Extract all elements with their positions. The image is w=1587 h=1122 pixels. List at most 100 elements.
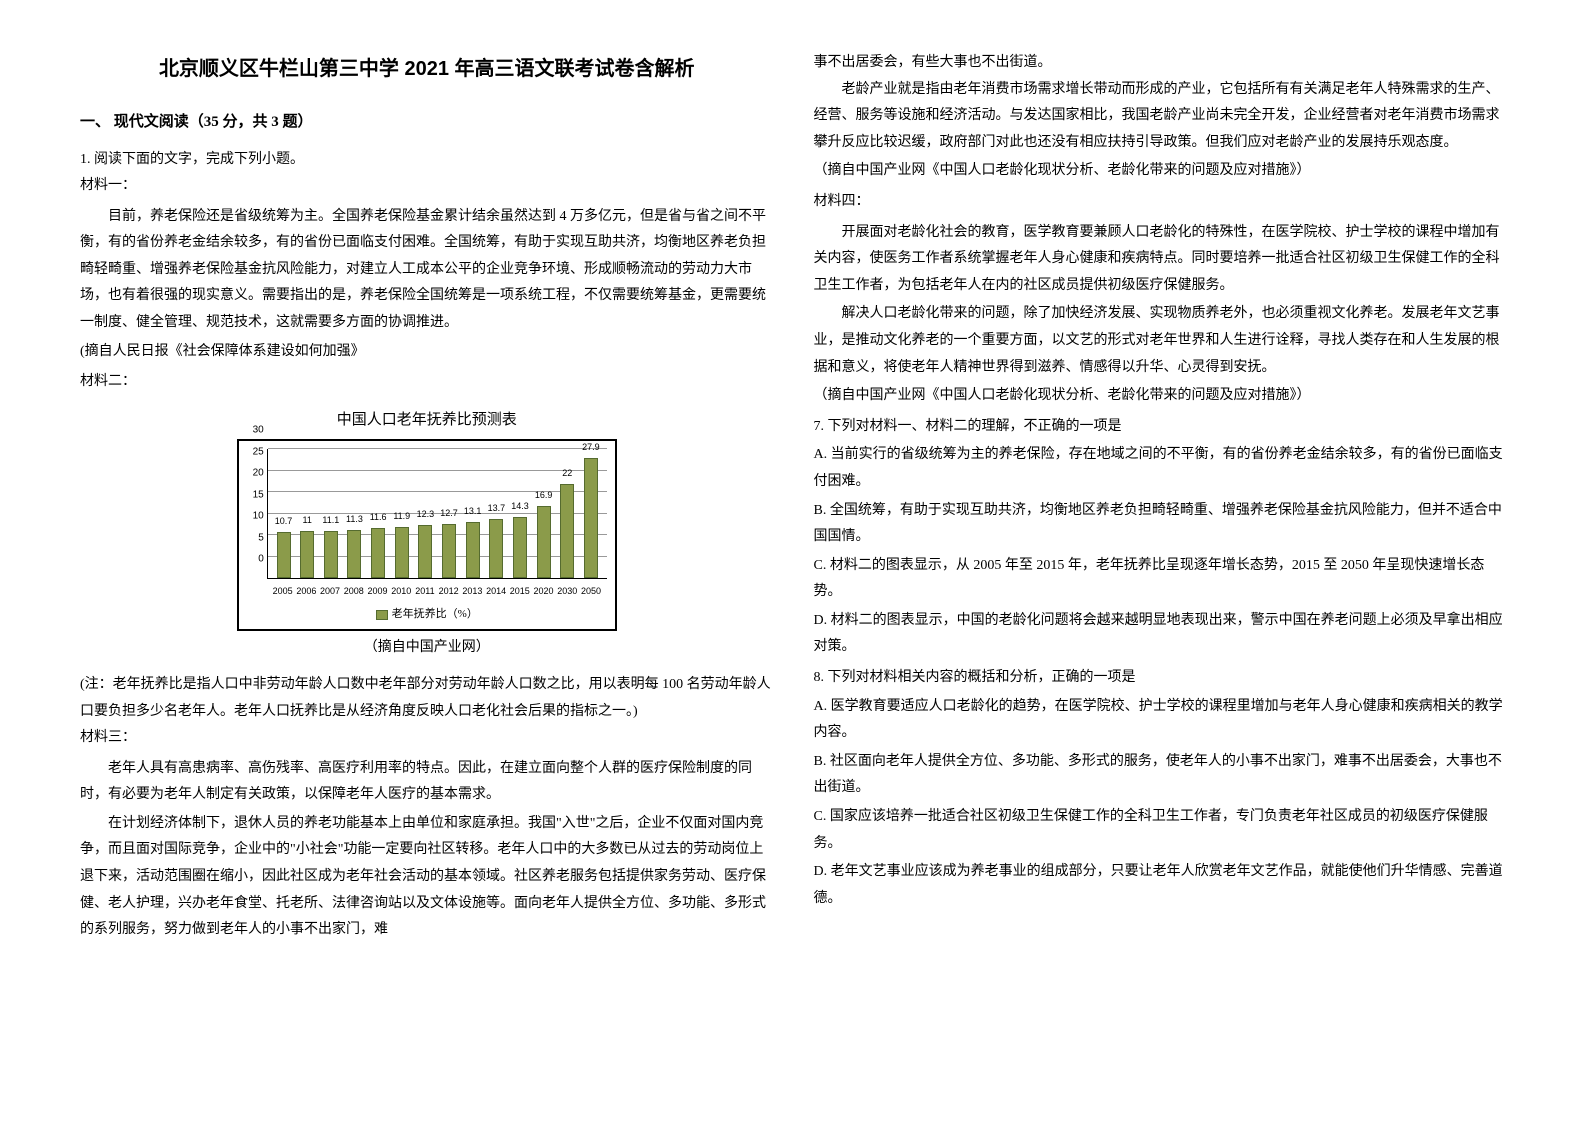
chart-plot-area: 051015202530 10.71111.111.311.611.912.31…: [267, 449, 607, 579]
document-title: 北京顺义区牛栏山第三中学 2021 年高三语文联考试卷含解析: [80, 50, 774, 88]
bar: [395, 527, 409, 578]
x-tick: 2030: [555, 583, 579, 600]
bar: [418, 525, 432, 578]
left-column: 北京顺义区牛栏山第三中学 2021 年高三语文联考试卷含解析 一、 现代文阅读（…: [60, 50, 794, 1072]
bar-wrap: 11: [295, 449, 319, 578]
bar: [560, 484, 574, 579]
x-tick: 2013: [461, 583, 485, 600]
material-2-label: 材料二：: [80, 369, 774, 396]
material-3-p2: 在计划经济体制下，退休人员的养老功能基本上由单位和家庭承担。我国"入世"之后，企…: [80, 811, 774, 944]
bar-value-label: 12.7: [440, 505, 458, 522]
bar-wrap: 11.3: [343, 449, 367, 578]
x-tick: 2010: [389, 583, 413, 600]
y-tick: 25: [253, 442, 264, 461]
material-4-label: 材料四：: [814, 189, 1508, 216]
bar: [324, 531, 338, 579]
material-4-p2: 解决人口老龄化带来的问题，除了加快经济发展、实现物质养老外，也必须重视文化养老。…: [814, 301, 1508, 381]
x-tick: 2008: [342, 583, 366, 600]
bar-value-label: 11.6: [370, 509, 387, 526]
bar: [466, 522, 480, 578]
material-3-p3: 老龄产业就是指由老年消费市场需求增长带动而形成的产业，它包括所有有关满足老年人特…: [814, 77, 1508, 157]
bar-value-label: 11.9: [393, 508, 410, 525]
y-tick: 20: [253, 464, 264, 483]
material-4-source: （摘自中国产业网《中国人口老龄化现状分析、老龄化带来的问题及应对措施》）: [814, 383, 1508, 410]
question-intro: 1. 阅读下面的文字，完成下列小题。: [80, 147, 774, 174]
q8-option-c: C. 国家应该培养一批适合社区初级卫生保健工作的全科卫生工作者，专门负责老年社区…: [814, 804, 1508, 857]
bar: [442, 524, 456, 579]
q7-option-b: B. 全国统筹，有助于实现互助共济，均衡地区养老负担畸轻畸重、增强养老保险基金抗…: [814, 498, 1508, 551]
material-3-label: 材料三：: [80, 725, 774, 752]
bar-value-label: 13.1: [464, 503, 482, 520]
material-3-p2-cont: 事不出居委会，有些大事也不出街道。: [814, 50, 1508, 77]
x-tick: 2007: [318, 583, 342, 600]
y-tick: 5: [258, 528, 264, 547]
x-axis: 2005200620072008200920102011201220132014…: [267, 583, 607, 600]
y-axis: 051015202530: [248, 449, 266, 578]
y-tick: 30: [253, 421, 264, 440]
bar-wrap: 11.6: [366, 449, 390, 578]
bar: [489, 519, 503, 578]
y-tick: 10: [253, 507, 264, 526]
question-7: 7. 下列对材料一、材料二的理解，不正确的一项是: [814, 414, 1508, 441]
bar-value-label: 14.3: [511, 498, 529, 515]
bars-group: 10.7 11 11.1 11.3 11.6 11.9 12.3 12.7 13.113.714…: [268, 449, 607, 578]
legend-swatch: [376, 610, 388, 620]
chart-container: 中国人口老年抚养比预测表 051015202530 10.71111.111.3…: [237, 406, 617, 662]
bar-value-label: 12.3: [417, 506, 435, 523]
bar-wrap: 27.9: [579, 449, 603, 578]
x-tick: 2012: [437, 583, 461, 600]
bar: [277, 532, 291, 578]
bar: [347, 530, 361, 579]
material-3-source: （摘自中国产业网《中国人口老龄化现状分析、老龄化带来的问题及应对措施》）: [814, 158, 1508, 185]
bar-wrap: 10.7: [272, 449, 296, 578]
bar: [371, 528, 385, 578]
bar: [300, 531, 314, 578]
bar-wrap: 14.3: [508, 449, 532, 578]
x-tick: 2011: [413, 583, 437, 600]
bar-wrap: 16.9: [532, 449, 556, 578]
bar-wrap: 13.7: [485, 449, 509, 578]
q7-option-a: A. 当前实行的省级统筹为主的养老保险，存在地域之间的不平衡，有的省份养老金结余…: [814, 442, 1508, 495]
bar-wrap: 11.9: [390, 449, 414, 578]
chart-source: （摘自中国产业网）: [237, 635, 617, 662]
bar-wrap: 12.3: [414, 449, 438, 578]
bar-wrap: 12.7: [437, 449, 461, 578]
x-tick: 2014: [484, 583, 508, 600]
bar-value-label: 10.7: [275, 513, 293, 530]
bar: [584, 458, 598, 578]
bar-wrap: 11.1: [319, 449, 343, 578]
q8-option-b: B. 社区面向老年人提供全方位、多功能、多形式的服务，使老年人的小事不出家门，难…: [814, 749, 1508, 802]
q7-option-d: D. 材料二的图表显示，中国的老龄化问题将会越来越明显地表现出来，警示中国在养老…: [814, 608, 1508, 661]
material-1-label: 材料一：: [80, 173, 774, 200]
section-heading: 一、 现代文阅读（35 分，共 3 题）: [80, 108, 774, 137]
bar-wrap: 13.1: [461, 449, 485, 578]
material-4-p1: 开展面对老龄化社会的教育，医学教育要兼顾人口老龄化的特殊性，在医学院校、护士学校…: [814, 220, 1508, 300]
bar-value-label: 11: [303, 512, 312, 529]
bar-wrap: 22: [555, 449, 579, 578]
x-tick: 2015: [508, 583, 532, 600]
q7-option-c: C. 材料二的图表显示，从 2005 年至 2015 年，老年抚养比呈现逐年增长…: [814, 553, 1508, 606]
x-tick: 2009: [366, 583, 390, 600]
x-tick: 2050: [579, 583, 603, 600]
right-column: 事不出居委会，有些大事也不出街道。 老龄产业就是指由老年消费市场需求增长带动而形…: [794, 50, 1528, 1072]
q8-option-a: A. 医学教育要适应人口老龄化的趋势，在医学院校、护士学校的课程里增加与老年人身…: [814, 694, 1508, 747]
bar: [513, 517, 527, 578]
bar-value-label: 11.1: [322, 512, 339, 529]
material-1-paragraph: 目前，养老保险还是省级统筹为主。全国养老保险基金累计结余虽然达到 4 万多亿元，…: [80, 204, 774, 337]
legend-text: 老年抚养比（%）: [392, 608, 478, 620]
x-tick: 2006: [294, 583, 318, 600]
bar-value-label: 11.3: [346, 511, 363, 528]
x-tick: 2020: [532, 583, 556, 600]
chart-note: (注：老年抚养比是指人口中非劳动年龄人口数中老年部分对劳动年龄人口数之比，用以表…: [80, 672, 774, 725]
bar-value-label: 22: [562, 465, 572, 482]
bar-chart: 051015202530 10.71111.111.311.611.912.31…: [237, 439, 617, 631]
question-8: 8. 下列对材料相关内容的概括和分析，正确的一项是: [814, 665, 1508, 692]
bar: [537, 506, 551, 579]
bar-value-label: 27.9: [582, 439, 600, 456]
y-tick: 0: [258, 550, 264, 569]
bar-value-label: 16.9: [535, 487, 553, 504]
material-3-p1: 老年人具有高患病率、高伤残率、高医疗利用率的特点。因此，在建立面向整个人群的医疗…: [80, 756, 774, 809]
material-1-source: (摘自人民日报《社会保障体系建设如何加强》: [80, 339, 774, 366]
y-tick: 15: [253, 485, 264, 504]
chart-legend: 老年抚养比（%）: [247, 604, 607, 625]
